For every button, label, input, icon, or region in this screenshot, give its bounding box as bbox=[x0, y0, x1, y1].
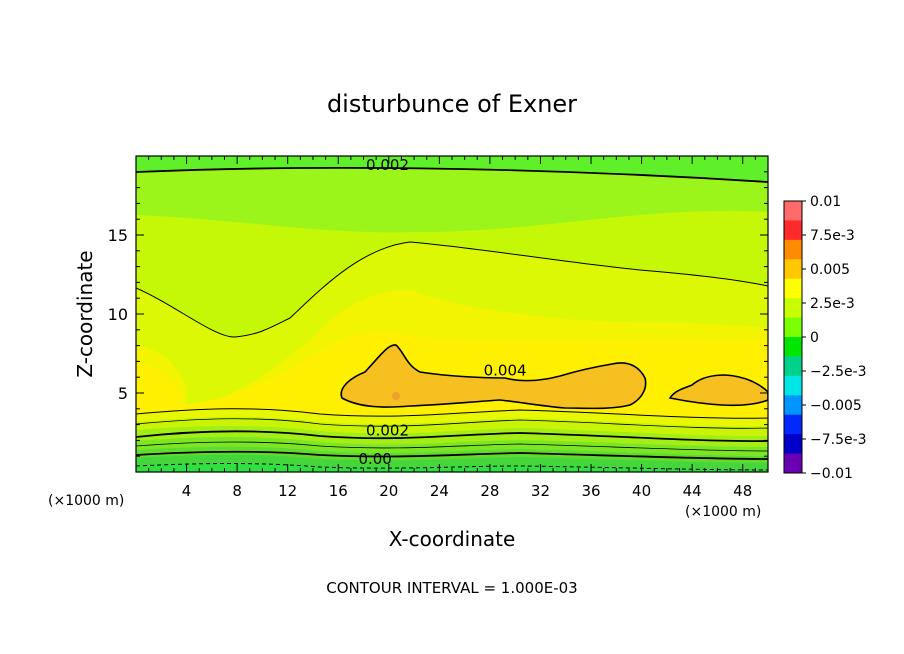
contour-0.0025-lower bbox=[136, 418, 768, 429]
colorbar-swatch bbox=[784, 375, 802, 396]
contour-label: 0.002 bbox=[366, 156, 409, 174]
x-tick-label: 48 bbox=[733, 482, 752, 500]
x-tick-label: 16 bbox=[329, 482, 348, 500]
x-tick-label: 40 bbox=[632, 482, 651, 500]
colorbar-swatch bbox=[784, 395, 802, 416]
colorbar-swatch bbox=[784, 278, 802, 299]
colorbar-label: −0.01 bbox=[810, 466, 853, 482]
contour-0.002-lower bbox=[136, 430, 768, 442]
x-unit-left: (×1000 m) bbox=[48, 493, 124, 509]
x-tick-label: 44 bbox=[683, 482, 702, 500]
colorbar-swatch bbox=[784, 453, 802, 474]
colorbar-swatch bbox=[784, 259, 802, 280]
colorbar-swatch bbox=[784, 317, 802, 338]
colorbar-swatch bbox=[784, 298, 802, 319]
colorbar-swatch bbox=[784, 220, 802, 241]
x-tick-label: 20 bbox=[379, 482, 398, 500]
colorbar-swatch bbox=[784, 434, 802, 455]
contour-0-dashed bbox=[136, 463, 768, 471]
contour-label: 0.004 bbox=[484, 362, 527, 380]
colorbar-swatch bbox=[784, 337, 802, 357]
colorbar-label: −7.5e-3 bbox=[810, 432, 867, 448]
x-tick-label: 4 bbox=[182, 482, 192, 500]
chart-title: disturbunce of Exner bbox=[327, 90, 577, 118]
colorbar-swatch bbox=[784, 239, 802, 260]
colorbar-label: −2.5e-3 bbox=[810, 364, 867, 380]
colorbar-label: 2.5e-3 bbox=[810, 296, 855, 312]
band-low-0 bbox=[136, 463, 768, 472]
plot-area bbox=[136, 156, 768, 472]
colorbar: 0.01 7.5e-3 0.005 2.5e-3 0 −2.5e-3 −0.005 −7.5e… bbox=[783, 194, 867, 482]
contour-label: 0.002 bbox=[366, 422, 409, 440]
x-tick-label: 36 bbox=[581, 482, 600, 500]
x-axis-label: X-coordinate bbox=[389, 527, 516, 551]
colorbar-swatch bbox=[784, 201, 802, 221]
colorbar-label: 0 bbox=[810, 330, 819, 346]
contour-0.003-lower bbox=[136, 408, 768, 419]
region-4e-3-main bbox=[340, 344, 647, 410]
contour-0.001-lower bbox=[136, 450, 768, 460]
x-tick-label: 12 bbox=[278, 482, 297, 500]
x-tick-label: 24 bbox=[430, 482, 449, 500]
x-tick-label: 32 bbox=[531, 482, 550, 500]
colorbar-label: −0.005 bbox=[810, 398, 862, 414]
contour-labels: 0.002 0.004 0.002 0.00 bbox=[358, 156, 527, 468]
y-tick-label: 10 bbox=[108, 305, 128, 324]
region-4e-3-right bbox=[668, 374, 768, 407]
colorbar-label: 7.5e-3 bbox=[810, 228, 855, 244]
y-axis-label: Z-coordinate bbox=[73, 250, 97, 377]
x-unit-right: (×1000 m) bbox=[685, 504, 761, 520]
colorbar-swatch bbox=[784, 414, 802, 435]
colorbar-label: 0.01 bbox=[810, 194, 841, 210]
y-tick-label: 5 bbox=[118, 384, 128, 403]
contour-interval-note: CONTOUR INTERVAL = 1.000E-03 bbox=[326, 579, 577, 597]
contour-0.003-upper bbox=[136, 241, 768, 338]
contour-label: 0.00 bbox=[358, 450, 391, 468]
contour-0.0015-lower bbox=[136, 441, 768, 452]
local-maximum-marker bbox=[392, 392, 400, 400]
colorbar-label: 0.005 bbox=[810, 262, 850, 278]
x-tick-label: 8 bbox=[232, 482, 242, 500]
contour-0.002-upper bbox=[136, 166, 768, 183]
x-tick-label: 28 bbox=[480, 482, 499, 500]
colorbar-swatch bbox=[784, 356, 802, 377]
y-tick-label: 15 bbox=[108, 226, 128, 245]
